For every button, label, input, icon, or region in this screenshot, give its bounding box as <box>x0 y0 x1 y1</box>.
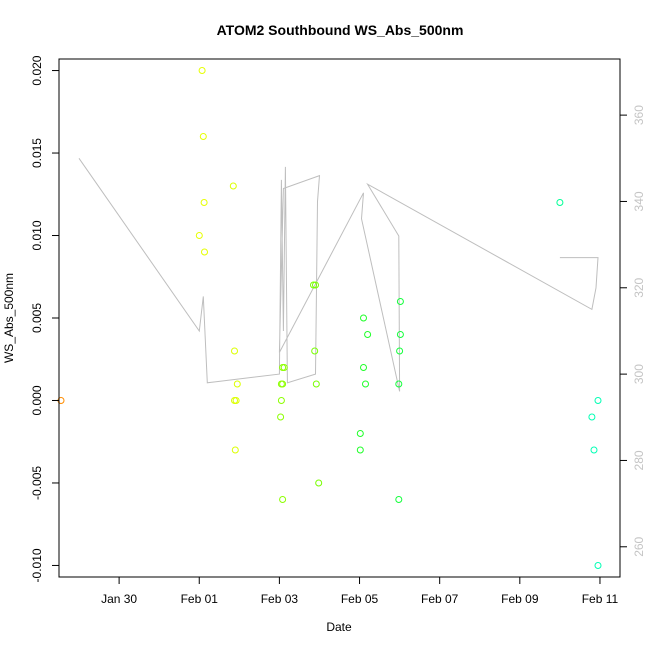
y2-tick-label: 360 <box>632 105 646 125</box>
data-point-15 <box>279 380 287 388</box>
y2-tick-label: 280 <box>632 450 646 470</box>
data-point-4 <box>195 232 203 239</box>
y2-tick-label: 300 <box>632 364 646 384</box>
data-point-17 <box>277 413 285 421</box>
data-point-37 <box>588 413 596 421</box>
data-point-31 <box>396 331 404 338</box>
y2-tick-label: 260 <box>632 536 646 556</box>
y-tick-label: 0.000 <box>30 385 44 415</box>
y-tick-label: 0.005 <box>30 303 44 333</box>
data-point-33 <box>395 380 403 388</box>
x-tick-label: Jan 30 <box>101 592 137 606</box>
data-point-29 <box>356 446 364 454</box>
data-point-2 <box>199 133 207 140</box>
y2-tick-label: 320 <box>632 277 646 297</box>
data-point-20 <box>312 281 319 289</box>
data-point-6 <box>229 182 237 190</box>
x-tick-label: Feb 03 <box>261 592 299 606</box>
data-point-26 <box>360 364 367 371</box>
x-axis-label: Date <box>326 620 352 634</box>
data-point-36 <box>594 397 602 404</box>
data-point-32 <box>396 347 404 355</box>
data-point-11 <box>231 446 239 454</box>
y-tick-label: 0.020 <box>30 55 44 85</box>
data-point-35 <box>556 199 564 206</box>
data-point-16 <box>277 397 285 404</box>
x-tick-label: Feb 07 <box>421 592 459 606</box>
x-tick-label: Feb 05 <box>341 592 379 606</box>
y-axis: -0.010 -0.005 0.000 0.005 0.010 0.015 0.020 <box>30 55 60 582</box>
y-tick-label: -0.010 <box>30 548 44 582</box>
y-tick-label: 0.010 <box>30 220 44 250</box>
data-point-27 <box>362 380 369 388</box>
x-axis: Jan 30 Feb 01 Feb 03 Feb 05 Feb 07 Feb 09 Feb … <box>101 576 619 606</box>
data-point-39 <box>594 562 602 569</box>
data-point-1 <box>198 67 206 74</box>
data-point-10 <box>231 397 238 404</box>
x-tick-label: Feb 09 <box>501 592 539 606</box>
y-axis-label: WS_Abs_500nm <box>2 273 16 363</box>
data-point-28 <box>356 430 364 437</box>
data-point-24 <box>360 314 367 322</box>
data-point-19 <box>310 281 317 289</box>
angle-line-series <box>78 158 599 392</box>
x-tick-label: Feb 11 <box>582 592 619 606</box>
y2-axis: 260 280 300 320 340 360 <box>619 105 646 557</box>
data-point-5 <box>201 248 208 256</box>
data-point-21 <box>311 347 319 355</box>
scatter-points <box>57 67 602 569</box>
angle-line <box>78 158 599 392</box>
y-tick-label: -0.005 <box>30 466 44 500</box>
data-point-34 <box>395 496 403 503</box>
x-tick-label: Feb 01 <box>181 592 219 606</box>
data-point-13 <box>280 364 288 371</box>
data-point-38 <box>590 446 598 454</box>
data-point-18 <box>279 496 287 503</box>
data-point-23 <box>315 479 323 487</box>
y2-tick-label: 340 <box>632 191 646 211</box>
data-point-8 <box>233 380 241 388</box>
chart-title: ATOM2 Southbound WS_Abs_500nm <box>217 22 464 38</box>
data-point-30 <box>396 298 404 305</box>
data-point-22 <box>312 380 320 388</box>
data-point-7 <box>231 347 238 355</box>
y-tick-label: 0.015 <box>30 138 44 168</box>
data-point-25 <box>364 331 372 338</box>
data-point-3 <box>200 199 208 206</box>
plot-frame <box>58 58 621 578</box>
